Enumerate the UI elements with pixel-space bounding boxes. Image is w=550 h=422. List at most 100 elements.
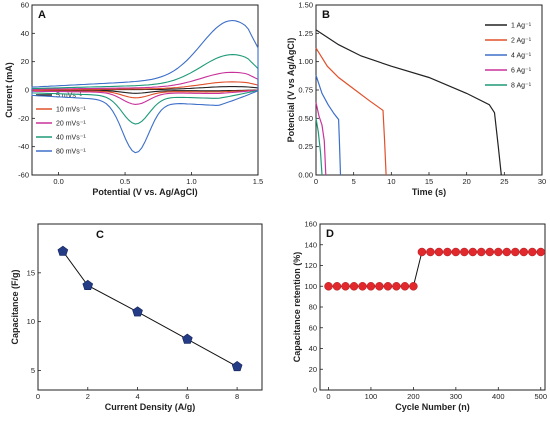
- y-tick-label: 140: [304, 240, 317, 249]
- y-axis-label: Capacitance retention (%): [292, 252, 302, 363]
- panel-a: 0.0 0.5 1.0 1.5 -60 -40 -20 0 20 40 60 Potential (V…: [4, 1, 263, 198]
- legend-label: 4 Ag⁻¹: [511, 53, 532, 60]
- x-tick-label: 20: [462, 177, 470, 186]
- y-tick-label: 0.00: [298, 171, 313, 180]
- data-point: [494, 247, 503, 257]
- y-tick-label: 160: [304, 220, 317, 229]
- y-tick-label: -60: [18, 171, 29, 180]
- x-tick-label: 0.0: [53, 177, 63, 186]
- data-point: [383, 282, 393, 291]
- x-tick-label: 100: [365, 392, 378, 401]
- y-tick-label: 40: [309, 344, 317, 353]
- legend-label: 80 mVs⁻¹: [56, 149, 86, 156]
- data-point: [332, 282, 342, 291]
- x-tick-label: 25: [500, 177, 508, 186]
- data-point: [426, 247, 435, 257]
- y-tick-label: 20: [21, 57, 29, 66]
- x-tick-label: 1.5: [253, 177, 263, 186]
- panel-b: 0 5 10 15 20 25 30 0.00 0.25 0.50 0.75 1.00 1.25 1.50…: [286, 1, 546, 198]
- x-tick-label: 0.5: [120, 177, 130, 186]
- data-point: [528, 247, 537, 257]
- data-point: [366, 282, 376, 291]
- cv-loop-5: [31, 19, 259, 154]
- y-tick-label: 1.00: [298, 57, 313, 66]
- x-tick-label: 300: [450, 392, 463, 401]
- data-point: [511, 247, 520, 257]
- y-axis-label: Capacitance (F/g): [10, 269, 20, 344]
- legend-label: 5 mVs⁻¹: [56, 93, 83, 100]
- data-point: [502, 247, 512, 257]
- panel-letter: A: [38, 9, 46, 21]
- x-axis-label: Current Density (A/g): [105, 402, 196, 412]
- y-tick-label: 15: [27, 268, 35, 277]
- y-axis-label: Current (mA): [4, 62, 14, 118]
- y-tick-label: 0: [25, 86, 29, 95]
- panel-letter: C: [96, 229, 104, 241]
- x-tick-label: 30: [538, 177, 546, 186]
- y-tick-label: 120: [304, 261, 317, 270]
- data-point: [231, 361, 243, 372]
- legend-label: 6 Ag⁻¹: [511, 68, 532, 75]
- y-tick-label: 1.25: [298, 29, 313, 38]
- panel-letter: D: [326, 228, 334, 240]
- panel-d: 0 100 200 300 400 500 0 20 40 60 80 100 120 140 160 Cyc…: [292, 220, 547, 413]
- data-point: [417, 247, 427, 257]
- y-tick-label: -20: [18, 114, 29, 123]
- x-tick-label: 0: [326, 392, 330, 401]
- data-point: [460, 247, 469, 257]
- y-tick-label: 80: [309, 303, 317, 312]
- x-tick-label: 0: [314, 177, 318, 186]
- data-point: [358, 282, 367, 291]
- y-tick-label: 0.75: [298, 86, 313, 95]
- gcd-curve-3: [315, 75, 342, 176]
- y-axis-label: Potencial (V vs Ag/AgCl): [286, 38, 296, 143]
- data-point: [443, 247, 452, 257]
- legend-label: 40 mVs⁻¹: [56, 135, 86, 142]
- data-point: [400, 282, 410, 291]
- x-tick-label: 8: [235, 392, 239, 401]
- data-point: [375, 282, 384, 291]
- y-tick-label: 60: [309, 323, 317, 332]
- data-point: [57, 245, 69, 256]
- x-axis-label: Time (s): [412, 187, 446, 197]
- y-tick-label: -40: [18, 142, 29, 151]
- panel-letter: B: [322, 9, 330, 21]
- y-tick-label: 5: [31, 366, 35, 375]
- data-point: [485, 247, 495, 257]
- data-point: [324, 282, 333, 291]
- x-axis-label: Cycle Number (n): [395, 402, 470, 412]
- gcd-curve-1: [315, 29, 502, 176]
- data-point: [434, 247, 444, 257]
- legend-label: 2 Ag⁻¹: [511, 38, 532, 45]
- x-tick-label: 2: [86, 392, 90, 401]
- x-tick-label: 6: [185, 392, 189, 401]
- x-tick-label: 15: [425, 177, 433, 186]
- x-tick-label: 500: [534, 392, 547, 401]
- data-point: [341, 282, 350, 291]
- y-tick-label: 0.25: [298, 142, 313, 151]
- data-point: [451, 247, 461, 257]
- y-tick-label: 10: [27, 317, 35, 326]
- plot-frame: [37, 223, 263, 391]
- plot-frame: [315, 4, 543, 176]
- y-tick-label: 0: [313, 386, 317, 395]
- panel-c: 0 2 4 6 8 5 10 15 Current Density (A/g) Capacitan…: [10, 223, 263, 412]
- x-tick-label: 4: [135, 392, 139, 401]
- capacitance-line: [62, 251, 238, 368]
- y-tick-label: 100: [304, 282, 317, 291]
- legend-label: 1 Ag⁻¹: [511, 23, 532, 30]
- x-axis-label: Potential (V vs. Ag/AgCl): [92, 187, 197, 197]
- x-tick-label: 0: [36, 392, 40, 401]
- gcd-curve-4: [315, 102, 327, 176]
- x-tick-label: 200: [407, 392, 420, 401]
- data-point: [82, 279, 94, 291]
- data-point: [519, 247, 529, 257]
- data-point: [392, 282, 401, 291]
- data-point: [468, 247, 478, 257]
- y-tick-label: 20: [309, 365, 317, 374]
- gcd-curve-2: [315, 47, 387, 176]
- y-tick-label: 40: [21, 29, 29, 38]
- x-tick-label: 1.0: [186, 177, 196, 186]
- legend-label: 20 mVs⁻¹: [56, 121, 86, 128]
